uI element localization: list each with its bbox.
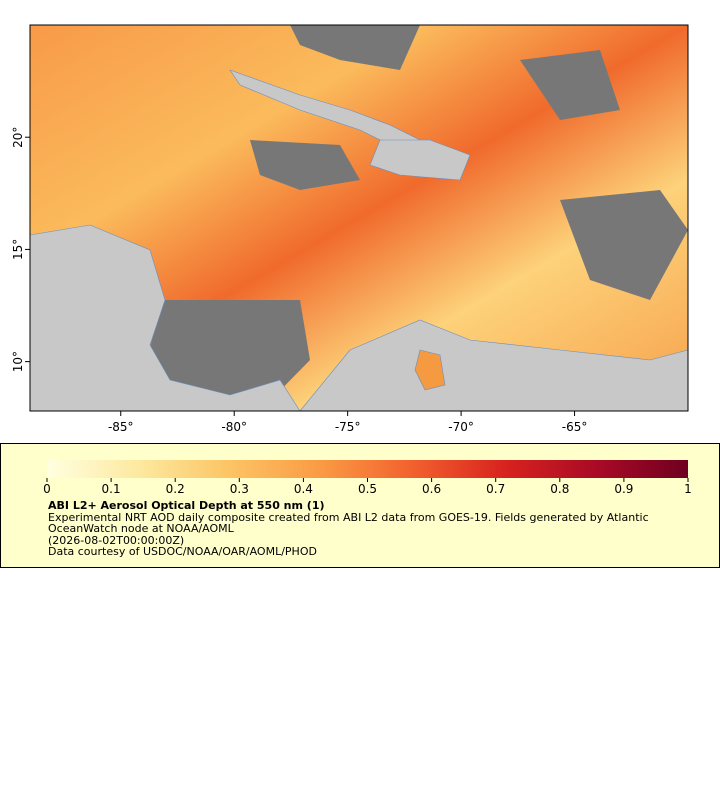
legend-text: ABI L2+ Aerosol Optical Depth at 550 nm …: [48, 500, 688, 558]
legend-description: Experimental NRT AOD daily composite cre…: [48, 510, 649, 535]
colorbar-tick-label: 0.3: [230, 482, 249, 496]
colorbar-tick-label: 0.9: [614, 482, 633, 496]
colorbar-tick-label: 0.5: [358, 482, 377, 496]
colorbar: 0 0.1 0.2 0.3 0.4 0.5 0.6 0.7 0.8 0.9 1: [43, 460, 692, 496]
y-tick-label: 10°: [11, 351, 25, 372]
x-tick-label: -75°: [335, 420, 361, 434]
x-tick-label: -85°: [108, 420, 134, 434]
colorbar-tick-label: 0.6: [422, 482, 441, 496]
colorbar-tick-label: 0.4: [294, 482, 313, 496]
legend-title: ABI L2+ Aerosol Optical Depth at 550 nm …: [48, 499, 325, 512]
y-tick-label: 15°: [11, 239, 25, 260]
map: -85° -80° -75° -70° -65° 20° 15° 10°: [11, 24, 689, 434]
colorbar-tick-label: 0.2: [166, 482, 185, 496]
colorbar-tick-label: 0: [43, 482, 51, 496]
colorbar-tick-label: 0.1: [102, 482, 121, 496]
colorbar-tick-label: 0.7: [486, 482, 505, 496]
x-tick-label: -80°: [221, 420, 247, 434]
map-frame: [29, 24, 689, 412]
legend-time: (2026-08-02T00:00:00Z): [48, 533, 185, 547]
colorbar-tick-label: 1: [684, 482, 692, 496]
colorbar-tick-label: 0.8: [550, 482, 569, 496]
y-tick-label: 20°: [11, 127, 25, 148]
colorbar-ramp: [47, 460, 688, 478]
x-tick-label: -65°: [562, 420, 588, 434]
legend-credit: Data courtesy of USDOC/NOAA/OAR/AOML/PHO…: [48, 545, 317, 558]
x-tick-label: -70°: [448, 420, 474, 434]
